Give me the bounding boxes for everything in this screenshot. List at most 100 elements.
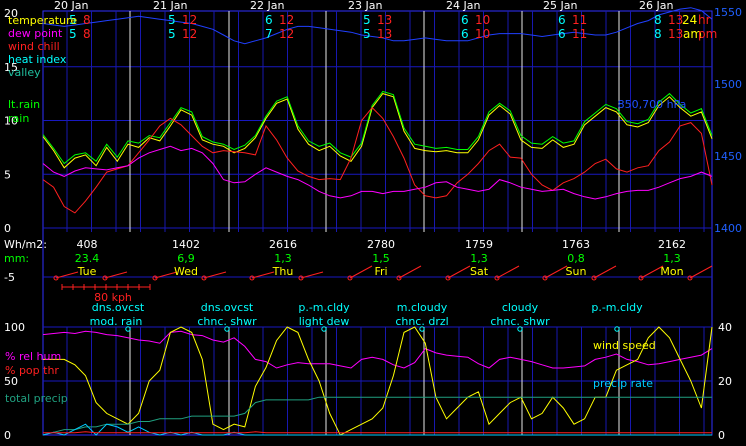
series-lt-rain — [42, 90, 713, 165]
legend-precip-rate: precip rate — [593, 377, 653, 390]
day-label: 21 Jan — [153, 0, 187, 12]
series-valley — [42, 7, 713, 45]
y-tick-right: 1500 — [714, 78, 742, 91]
temp-min-label: 5 — [69, 13, 77, 27]
temp-max-label: 10 — [475, 27, 490, 41]
wind-marker — [152, 275, 158, 281]
temp-min-label: 5 — [69, 27, 77, 41]
temp-min-label: 5 — [363, 13, 371, 27]
y-tick-left: 100 — [4, 321, 25, 334]
pm-label: pm — [698, 27, 717, 41]
condition-label: p.-m.cldy — [591, 301, 643, 314]
grid — [42, 10, 713, 436]
wind-shaft — [447, 265, 471, 279]
condition-label: mod. rain — [90, 315, 143, 328]
condition-marker — [125, 326, 131, 332]
y-tick-left: 0 — [4, 429, 11, 442]
temp-max-label: 10 — [475, 13, 490, 27]
condition-label: light dew — [299, 315, 350, 328]
legend--pop-thr: % pop thr — [5, 364, 59, 377]
weekday-label: Wed — [174, 265, 198, 278]
day-label: 20 Jan — [54, 0, 88, 12]
wind-marker — [102, 275, 108, 281]
temp-max-label: 11 — [572, 13, 587, 27]
weekday-label: Fri — [374, 265, 387, 278]
legend-dew-point: dew point — [8, 27, 63, 40]
wind-shaft — [154, 271, 178, 279]
mm-value: 1,3 — [470, 252, 488, 265]
series-total-precip — [42, 396, 712, 436]
condition-label: p.-m.cldy — [298, 301, 350, 314]
legend-valley: valley — [8, 66, 41, 79]
temp-max-label: 8 — [83, 13, 91, 27]
temp-min-label: 6 — [558, 27, 566, 41]
wind-marker — [638, 275, 644, 281]
series-wind-chill — [42, 106, 713, 214]
series--rel-hum — [42, 330, 713, 369]
y-tick-left: 20 — [4, 7, 18, 20]
wh-value: 1759 — [465, 238, 493, 251]
weekday-label: Sun — [566, 265, 587, 278]
wind-marker — [591, 275, 597, 281]
weekday-label: Thu — [272, 265, 294, 278]
y-tick-left: 5 — [4, 168, 11, 181]
y-tick-right: 1400 — [714, 222, 742, 235]
freezing-level-label: 850,700 hPa — [618, 98, 687, 111]
day-label: 26 Jan — [639, 0, 673, 12]
condition-label: cloudy — [502, 301, 539, 314]
day-label: 22 Jan — [250, 0, 284, 12]
humidity-wind-panel — [42, 326, 713, 436]
y-tick-right: 1550 — [714, 6, 742, 19]
condition-label: m.cloudy — [397, 301, 448, 314]
condition-label: chnc. shwr — [197, 315, 257, 328]
y-tick-left: 50 — [4, 375, 18, 388]
temp-min-label: 6 — [461, 27, 469, 41]
temperature-panel — [42, 7, 713, 290]
series-precip-rate — [42, 423, 712, 436]
series-dew-point — [42, 145, 713, 200]
condition-label: chnc. shwr — [490, 315, 550, 328]
weekday-label: Tue — [77, 265, 97, 278]
temp-min-label: 5 — [363, 27, 371, 41]
mm-value: 1,3 — [274, 252, 292, 265]
wind-marker — [687, 275, 693, 281]
wind-shaft — [398, 265, 422, 279]
wind-marker — [542, 275, 548, 281]
mm-label: mm: — [4, 252, 29, 265]
mm-value: 6,9 — [177, 252, 195, 265]
wind-marker — [53, 275, 59, 281]
temp-min-label: 7 — [265, 27, 273, 41]
series--pop-thr — [43, 431, 712, 434]
legend-wind-speed: wind speed — [593, 339, 656, 352]
wh-value: 2162 — [658, 238, 686, 251]
wind-scale-label: 80 kph — [94, 291, 132, 304]
temp-min-label: 8 — [654, 13, 662, 27]
legend-heat-index: heat index — [8, 53, 67, 66]
wind-shaft — [251, 271, 275, 279]
temp-min-label: 5 — [168, 13, 176, 27]
legend-wind-chill: wind chill — [8, 40, 60, 53]
condition-label: chnc. drzl — [395, 315, 448, 328]
wind-shaft — [55, 271, 79, 279]
temp-max-label: 13 — [377, 27, 392, 41]
mm-value: 1,5 — [372, 252, 390, 265]
temp-min-label: 6 — [265, 13, 273, 27]
wh-value: 1402 — [172, 238, 200, 251]
mm-value: 1,3 — [663, 252, 681, 265]
y-tick-right: 20 — [718, 375, 732, 388]
legend-temperature: temperature — [8, 14, 77, 27]
mm-value: 23.4 — [75, 252, 100, 265]
wind-shaft — [349, 265, 373, 279]
temp-max-label: 13 — [377, 13, 392, 27]
y-tick-left: 10 — [4, 115, 18, 128]
y-tick-right: 1450 — [714, 150, 742, 163]
wind-marker — [249, 275, 255, 281]
mm-value: 0,8 — [567, 252, 585, 265]
temp-max-label: 8 — [83, 27, 91, 41]
series-temperature — [42, 93, 713, 169]
temp-max-label: 12 — [279, 27, 294, 41]
temp-max-label: 12 — [279, 13, 294, 27]
temp-max-label: 11 — [572, 27, 587, 41]
y-tick-right: 40 — [718, 321, 732, 334]
